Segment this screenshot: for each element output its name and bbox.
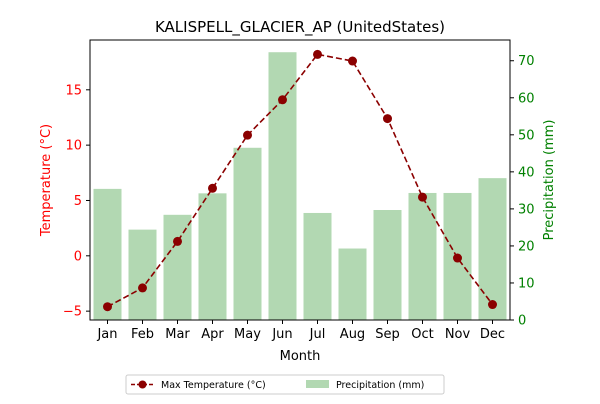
precipitation-bar-oct: [408, 192, 437, 320]
legend-marker-swatch: [138, 380, 147, 389]
y-right-tick-label: 10: [518, 276, 535, 291]
y-axis-right-label: Precipitation (mm): [542, 120, 557, 241]
temperature-line: [107, 53, 494, 308]
legend: Max Temperature (°C) Precipitation (mm): [125, 374, 445, 395]
legend-bar-swatch: [306, 380, 329, 388]
precipitation-bar-may: [233, 147, 262, 320]
plot-frame: [89, 39, 511, 321]
temperature-point-dec: [488, 300, 497, 310]
y-left-tick-label: 10: [65, 139, 82, 154]
temperature-point-feb: [138, 283, 147, 293]
temperature-point-nov: [453, 253, 462, 263]
y-right-tick-label: 50: [518, 128, 535, 143]
temperature-point-sep: [383, 114, 392, 124]
axes: Jan Feb Mar Apr May Jun Jul Aug Sep Oct Nov Dec −5 0 5…: [63, 39, 535, 342]
temperature-point-mar: [173, 236, 182, 246]
precipitation-bar-dec: [478, 178, 507, 320]
y-left-tick-label: 0: [74, 249, 82, 264]
y-axis-left-label: Temperature (°C): [39, 124, 54, 237]
precipitation-bar-aug: [338, 248, 367, 320]
temperature-line-series: [103, 49, 497, 312]
y-left-tick-label: −5: [63, 305, 82, 320]
y-right-tick-label: 40: [518, 165, 535, 180]
y-right-tick-label: 70: [518, 54, 535, 69]
temperature-point-apr: [208, 183, 217, 193]
x-tick-label-jan: Jan: [96, 327, 117, 342]
x-tick-label-oct: Oct: [411, 327, 433, 342]
x-tick-label-sep: Sep: [375, 327, 400, 342]
x-tick-label-aug: Aug: [340, 327, 365, 342]
x-tick-label-jul: Jul: [309, 327, 326, 342]
x-tick-label-nov: Nov: [445, 327, 471, 342]
x-tick-label-may: May: [234, 327, 261, 342]
precipitation-bar-jul: [303, 212, 332, 320]
y-left-tick-label: 15: [65, 83, 82, 98]
chart-title: KALISPELL_GLACIER_AP (UnitedStates): [155, 18, 445, 37]
precipitation-bars: [93, 52, 507, 320]
precipitation-bar-sep: [373, 210, 402, 320]
x-tick-label-apr: Apr: [201, 327, 224, 342]
precipitation-bar-jan: [93, 188, 122, 320]
temperature-point-jul: [313, 49, 322, 59]
precipitation-bar-apr: [198, 193, 227, 320]
y-left-tick-label: 5: [74, 194, 82, 209]
y-right-tick-label: 30: [518, 202, 535, 217]
legend-label-temperature: Max Temperature (°C): [161, 380, 266, 391]
y-right-tick-label: 60: [518, 91, 535, 106]
y-right-tick-label: 0: [518, 314, 526, 329]
x-tick-label-mar: Mar: [165, 327, 190, 342]
temperature-point-jan: [103, 302, 112, 312]
x-tick-label-jun: Jun: [271, 327, 292, 342]
legend-frame: [125, 374, 445, 395]
temperature-point-oct: [418, 192, 427, 202]
legend-label-precipitation: Precipitation (mm): [336, 380, 424, 391]
precipitation-bar-mar: [163, 214, 192, 320]
x-axis-label: Month: [280, 349, 321, 364]
y-right-tick-label: 20: [518, 239, 535, 254]
temperature-point-may: [243, 130, 252, 140]
temperature-point-jun: [278, 95, 287, 105]
precipitation-bar-jun: [268, 52, 297, 320]
temperature-point-aug: [348, 56, 357, 66]
x-tick-label-feb: Feb: [131, 327, 154, 342]
x-tick-label-dec: Dec: [480, 327, 505, 342]
